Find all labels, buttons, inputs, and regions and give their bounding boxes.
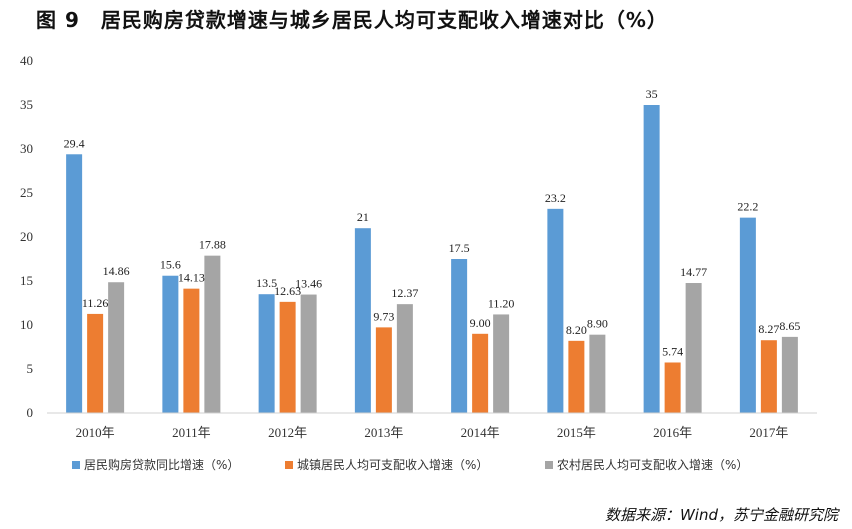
figure-title: 图 9 居民购房贷款增速与城乡居民人均可支配收入增速对比（%）: [36, 8, 668, 32]
y-axis-ticks: 0 5 10 15 20 25 30 35 40: [20, 53, 33, 420]
y-tick-label: 30: [20, 141, 33, 156]
data-label: 11.26: [82, 296, 109, 310]
bar-series-2: [279, 301, 296, 413]
bar-series-1: [643, 105, 660, 413]
legend-label: 农村居民人均可支配收入增速（%）: [557, 458, 748, 472]
data-label: 9.73: [373, 309, 394, 323]
legend-swatch: [285, 461, 293, 469]
data-label: 12.63: [274, 284, 301, 298]
bar-series-2: [375, 327, 392, 413]
data-label: 5.74: [662, 344, 683, 358]
bar-series-3: [685, 283, 702, 413]
data-label: 9.00: [470, 316, 491, 330]
data-label: 15.6: [160, 258, 181, 272]
data-label: 8.27: [758, 322, 779, 336]
data-label: 11.20: [488, 296, 515, 310]
bar-series-2: [87, 313, 104, 413]
x-tick-label: 2012年: [268, 425, 307, 440]
bar-series-1: [547, 208, 564, 413]
y-tick-label: 40: [20, 53, 33, 68]
x-tick-label: 2013年: [364, 425, 403, 440]
data-label: 21: [357, 210, 369, 224]
bar-series-1: [66, 154, 83, 413]
legend-swatch: [72, 461, 80, 469]
data-label: 29.4: [64, 136, 85, 150]
y-tick-label: 20: [20, 229, 33, 244]
data-labels: 29.4 11.26 14.86 15.614.13 17.88 13.512.6313.…: [64, 87, 801, 358]
data-label: 13.5: [256, 276, 277, 290]
x-tick-label: 2016年: [653, 425, 692, 440]
y-tick-label: 25: [20, 185, 33, 200]
bar-series-2: [472, 333, 489, 413]
data-label: 23.2: [545, 191, 566, 205]
bar-series-1: [162, 275, 179, 413]
y-tick-label: 35: [20, 97, 33, 112]
x-axis-ticks: 2010年 2011年 2012年 2013年 2014年 2015年 2016年 2017年: [76, 425, 789, 440]
bar-series-3: [108, 282, 125, 413]
x-tick-label: 2011年: [172, 425, 211, 440]
bar-series-2: [664, 362, 681, 413]
data-label: 14.13: [178, 271, 205, 285]
data-label: 35: [646, 87, 658, 101]
bar-series-3: [781, 336, 798, 413]
legend-label: 居民购房贷款同比增速（%）: [84, 457, 239, 472]
data-label: 17.88: [199, 238, 226, 252]
data-label: 22.2: [737, 200, 758, 214]
bar-series-3: [300, 294, 317, 413]
bar-group: [66, 105, 798, 413]
data-label: 14.86: [103, 264, 130, 278]
legend-label: 城镇居民人均可支配收入增速（%）: [297, 458, 488, 472]
legend: 居民购房贷款同比增速（%） 城镇居民人均可支配收入增速（%） 农村居民人均可支配收入…: [72, 457, 748, 472]
bar-series-3: [589, 334, 606, 413]
data-label: 8.20: [566, 323, 587, 337]
source-note: 数据来源：Wind，苏宁金融研究院: [604, 506, 838, 524]
y-tick-label: 5: [27, 361, 34, 376]
bar-series-2: [183, 288, 200, 413]
bar-series-2: [760, 340, 777, 413]
bar-series-2: [568, 340, 585, 413]
data-label: 14.77: [680, 265, 707, 279]
data-label: 12.37: [391, 286, 418, 300]
bar-series-3: [493, 314, 510, 413]
bar-series-1: [354, 228, 371, 413]
bar-series-1: [258, 294, 275, 413]
x-tick-label: 2014年: [461, 425, 500, 440]
bar-series-1: [739, 217, 756, 413]
y-tick-label: 15: [20, 273, 33, 288]
x-tick-label: 2017年: [749, 425, 788, 440]
data-label: 13.46: [295, 277, 322, 291]
x-tick-label: 2010年: [76, 425, 115, 440]
y-tick-label: 10: [20, 317, 33, 332]
data-label: 8.65: [779, 319, 800, 333]
x-tick-label: 2015年: [557, 425, 596, 440]
bar-series-3: [396, 304, 413, 413]
bar-series-3: [204, 255, 221, 413]
legend-swatch: [545, 461, 553, 469]
data-label: 17.5: [449, 241, 470, 255]
bar-series-1: [451, 259, 468, 413]
y-tick-label: 0: [27, 405, 34, 420]
data-label: 8.90: [587, 317, 608, 331]
bar-chart: 0 5 10 15 20 25 30 35 40 29.4 11.26 14.86 15.614.13…: [20, 53, 817, 472]
